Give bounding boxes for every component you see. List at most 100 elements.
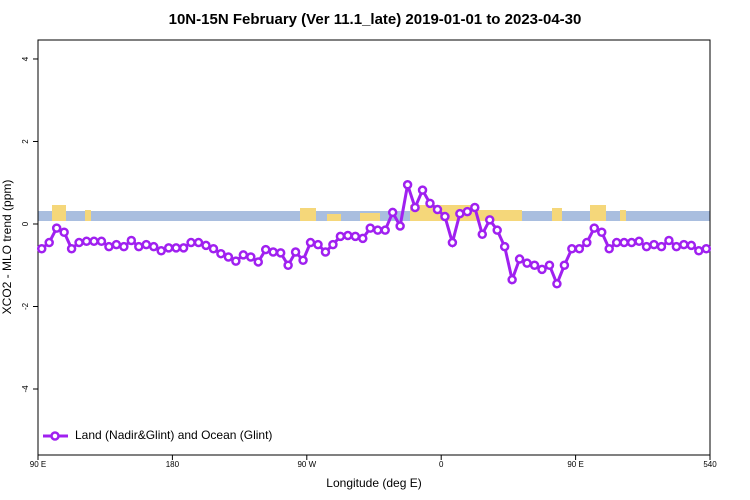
data-point [305,237,316,248]
x-tick-label: 0 [439,460,444,469]
data-point [649,239,659,250]
data-point [440,211,450,222]
data-point [514,254,525,264]
data-point [589,223,600,233]
x-axis-label: Longitude (deg E) [326,476,421,490]
data-point [365,223,376,233]
data-point [36,243,47,254]
x-tick-label: 90 W [297,460,316,469]
data-point [186,237,196,248]
data-point [507,274,517,285]
data-point [634,236,644,247]
data-point [81,236,92,247]
data-point [163,243,174,253]
data-point [701,243,712,254]
data-point [537,264,547,275]
land-ocean-band [38,205,710,221]
data-point [671,241,682,252]
data-point [89,236,99,247]
data-point [119,241,129,252]
data-point [484,215,495,225]
land-patch [85,210,91,221]
data-point [596,227,607,237]
data-point [350,231,361,242]
data-point [246,252,256,262]
x-tick-label: 90 E [567,460,583,469]
data-point [298,255,308,266]
data-point [253,257,264,267]
data-point [335,231,346,242]
data-point [290,247,301,257]
data-point [208,243,219,254]
data-point [275,248,286,258]
data-point [156,246,166,256]
data-point [656,241,667,252]
data-point [432,204,443,215]
data-point [74,237,84,248]
y-tick-label: 0 [21,221,30,226]
data-point [201,240,211,251]
data-point [694,246,704,256]
data-point [231,256,241,266]
data-point [611,237,622,248]
data-point [455,208,465,219]
data-point [44,237,54,248]
data-point [148,241,159,252]
data-point [358,233,368,244]
data-point [372,225,383,235]
data-point [477,229,488,240]
data-point [387,207,398,218]
y-tick-label: -4 [21,385,30,393]
data-point [664,235,674,246]
land-patch [552,208,562,221]
data-point [559,260,570,270]
data-point [260,244,271,255]
data-point [626,237,637,248]
y-tick-label: 4 [21,56,30,61]
chart-title: 10N-15N February (Ver 11.1_late) 2019-01… [169,11,582,28]
data-point [492,225,502,235]
data-point [104,241,114,252]
data-point [171,243,181,253]
data-point [552,279,562,289]
data-point [402,180,413,190]
x-tick-label: 90 E [30,460,46,469]
data-point [328,239,338,250]
series-line [40,184,707,288]
y-tick-label: 2 [21,139,30,144]
data-point [604,243,614,254]
data-point [193,237,204,248]
land-patch [360,213,380,221]
data-point [574,243,585,254]
data-point [283,260,293,270]
y-axis-label: XCO2 - MLO trend (ppm) [0,180,14,315]
data-point [582,237,592,248]
data-point [499,241,510,252]
data-point [126,235,137,246]
legend-label: Land (Nadir&Glint) and Ocean (Glint) [75,428,272,442]
data-point [470,202,480,213]
data-point [462,206,473,217]
y-tick-label: -2 [21,302,30,310]
data-point [410,202,420,213]
land-patch [472,210,522,221]
x-tick-label: 180 [166,460,180,469]
data-point [544,260,555,270]
land-patch [620,210,626,221]
data-point [238,250,249,260]
data-point [320,247,331,257]
data-point [529,260,540,270]
data-point [343,230,353,241]
data-point [686,240,697,251]
data-point [395,221,405,231]
data-point [141,239,152,250]
data-point [178,243,189,253]
land-patch [327,214,341,221]
data-point [619,237,629,248]
data-point [268,247,278,257]
x-tick-label: 540 [703,460,717,469]
data-point [59,227,69,237]
data-point [134,241,144,252]
data-point [66,243,77,254]
data-point [216,248,226,259]
